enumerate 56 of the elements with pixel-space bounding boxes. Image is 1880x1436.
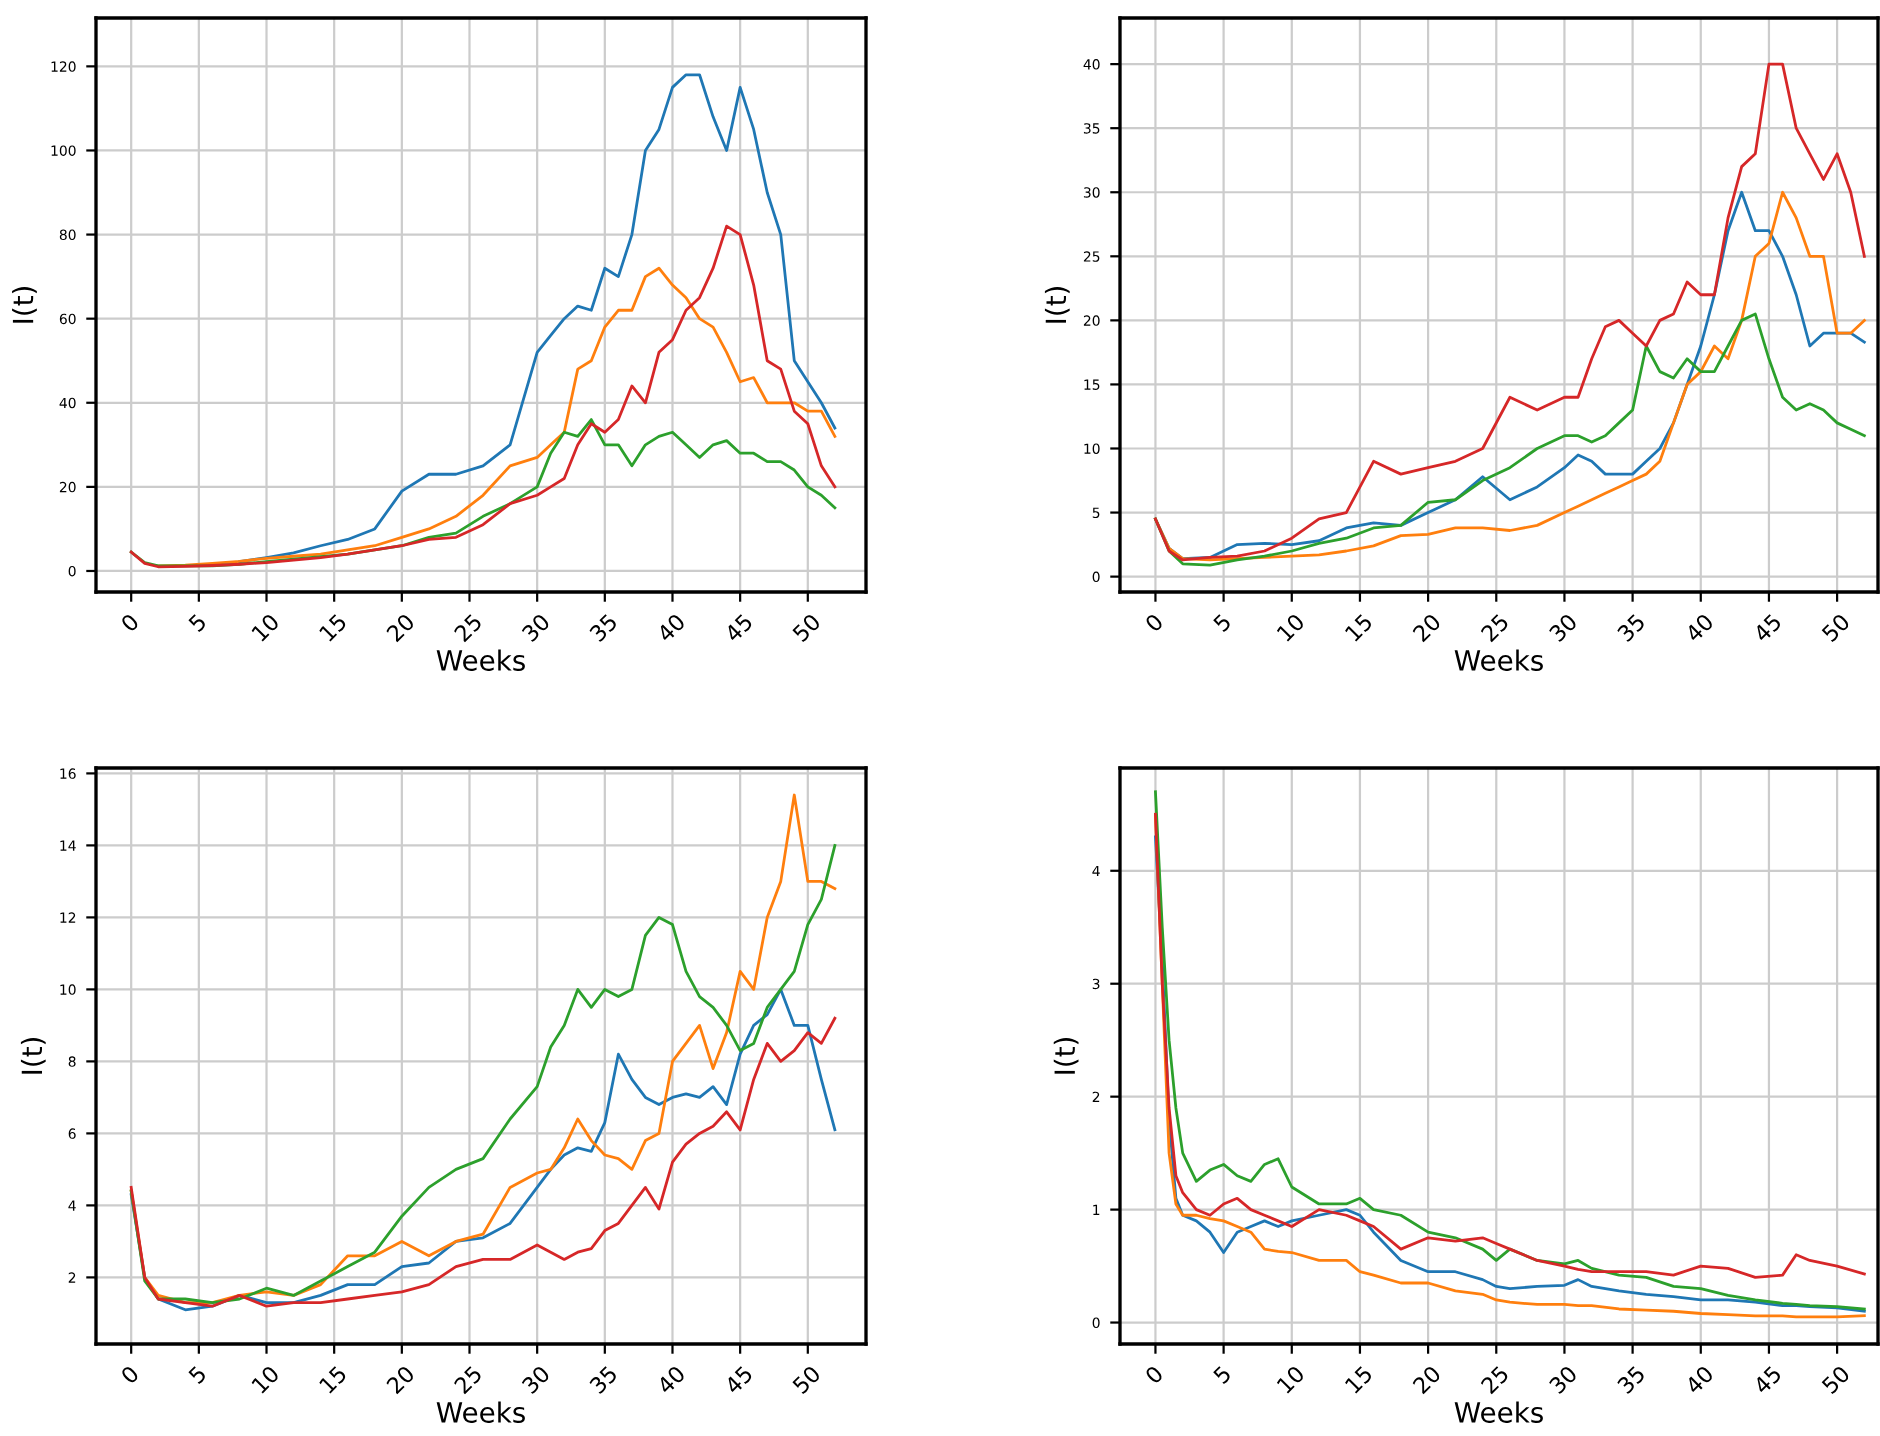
x-tick-label: 35: [1616, 1365, 1646, 1395]
x-tick-label: 0: [1144, 612, 1164, 633]
x-axis-title: Weeks: [436, 1401, 525, 1423]
x-axis-title: Weeks: [1454, 649, 1543, 671]
x-tick-label: 10: [1276, 1364, 1306, 1394]
y-axis-title: I(t): [12, 287, 37, 323]
x-tick-label: 5: [1212, 1365, 1232, 1385]
line-series: [129, 224, 837, 569]
x-tick-label: 15: [318, 1365, 348, 1394]
x-tick-label: 5: [187, 613, 208, 633]
line-series: [1154, 62, 1866, 562]
y-axis-title: I(t): [1053, 1038, 1079, 1074]
x-tick-label: 35: [1616, 613, 1646, 643]
x-tick-label: 40: [655, 1364, 686, 1395]
x-tick-label: 25: [1480, 613, 1510, 643]
x-tick-label: 50: [791, 1364, 822, 1395]
x-tick-label: 15: [1344, 1365, 1374, 1394]
y-axis-title: I(t): [20, 1038, 46, 1074]
x-tick-label: 45: [723, 1365, 754, 1395]
x-tick-label: 40: [1684, 1364, 1715, 1395]
x-axis-title: Weeks: [436, 649, 525, 671]
x-tick-label: 30: [521, 1364, 551, 1395]
x-tick-label: 15: [1344, 613, 1374, 642]
x-tick-label: 20: [1411, 1364, 1442, 1395]
x-axis-title: Weeks: [1454, 1401, 1543, 1423]
x-tick-label: 50: [1820, 1364, 1851, 1395]
x-tick-label: 25: [1480, 1365, 1510, 1395]
x-tick-label: 15: [318, 613, 348, 642]
x-tick-label: 35: [588, 613, 619, 643]
x-tick-label: 40: [655, 612, 686, 643]
x-tick-label: 0: [1144, 1364, 1164, 1385]
x-tick-label: 30: [521, 612, 551, 643]
x-tick-label: 0: [119, 1364, 140, 1385]
x-tick-label: 10: [1276, 612, 1306, 642]
x-tick-label: 5: [1212, 613, 1232, 633]
x-tick-label: 20: [1411, 612, 1442, 643]
line-series: [156, 266, 837, 568]
x-tick-label: 30: [1548, 1364, 1578, 1395]
x-tick-label: 25: [453, 613, 483, 643]
y-axis-title: I(t): [1044, 287, 1070, 323]
x-tick-label: 20: [385, 1364, 416, 1395]
x-tick-label: 45: [1752, 1365, 1783, 1395]
x-tick-label: 10: [250, 1364, 281, 1394]
x-tick-label: 20: [385, 612, 416, 643]
x-tick-label: 10: [250, 612, 281, 642]
line-series: [238, 73, 837, 564]
x-tick-label: 50: [1820, 612, 1851, 643]
x-tick-label: 45: [723, 613, 754, 643]
x-tick-label: 35: [588, 1365, 619, 1395]
x-tick-label: 50: [791, 612, 822, 643]
x-tick-label: 30: [1548, 612, 1578, 643]
x-tick-label: 0: [119, 612, 140, 633]
x-tick-label: 5: [187, 1365, 208, 1385]
x-tick-label: 25: [453, 1365, 483, 1395]
x-tick-label: 40: [1684, 612, 1715, 643]
x-tick-label: 45: [1752, 613, 1783, 643]
